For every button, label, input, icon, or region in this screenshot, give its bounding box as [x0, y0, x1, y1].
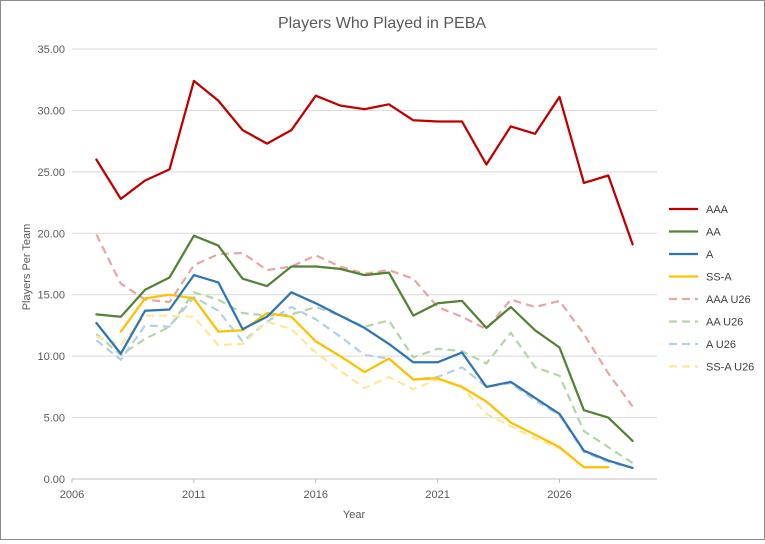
series-line-aa — [95, 234, 634, 443]
series-line-aaa — [95, 79, 634, 246]
series-line-a — [95, 273, 634, 470]
y-axis-ticks: 0.00 5.00 10.00 15.00 20.00 25.00 30.00 35.00 — [37, 44, 65, 486]
legend-label: AA U26 — [706, 317, 743, 329]
series-line-aa-u26 — [95, 291, 634, 464]
y-tick-label: 25.00 — [37, 167, 65, 179]
x-axis-title: Year — [343, 509, 366, 521]
y-tick-label: 35.00 — [37, 44, 65, 56]
legend-label: A U26 — [706, 339, 736, 351]
legend-label: A — [706, 249, 714, 261]
legend-label: SS-A U26 — [706, 362, 754, 374]
y-tick-label: 5.00 — [44, 413, 65, 425]
series-line-a-u26 — [95, 296, 633, 469]
y-tick-label: 20.00 — [37, 228, 65, 240]
legend-label: AAA U26 — [706, 294, 751, 306]
series-line-ss-a — [119, 293, 610, 469]
gridlines — [72, 48, 657, 419]
x-tick-label: 2011 — [182, 489, 206, 501]
legend-label: AAA — [706, 204, 729, 216]
y-tick-label: 15.00 — [37, 290, 65, 302]
y-tick-label: 0.00 — [44, 474, 65, 486]
x-axis-ticks: 2006 2011 2016 2021 2026 — [60, 479, 572, 501]
chart-title: Players Who Played in PEBA — [278, 15, 486, 32]
y-tick-label: 10.00 — [37, 351, 65, 363]
legend-label: SS-A — [706, 272, 732, 284]
series-line-aaa-u26 — [95, 234, 634, 408]
series-lines — [95, 79, 634, 470]
x-tick-label: 2026 — [547, 489, 571, 501]
x-tick-label: 2021 — [425, 489, 449, 501]
series-line-ss-a-u26 — [96, 314, 609, 469]
y-tick-label: 30.00 — [37, 105, 65, 117]
x-tick-label: 2016 — [304, 489, 328, 501]
legend-label: AA — [706, 227, 721, 239]
y-axis-title: Players Per Team — [21, 224, 33, 311]
x-tick-label: 2006 — [60, 489, 84, 501]
